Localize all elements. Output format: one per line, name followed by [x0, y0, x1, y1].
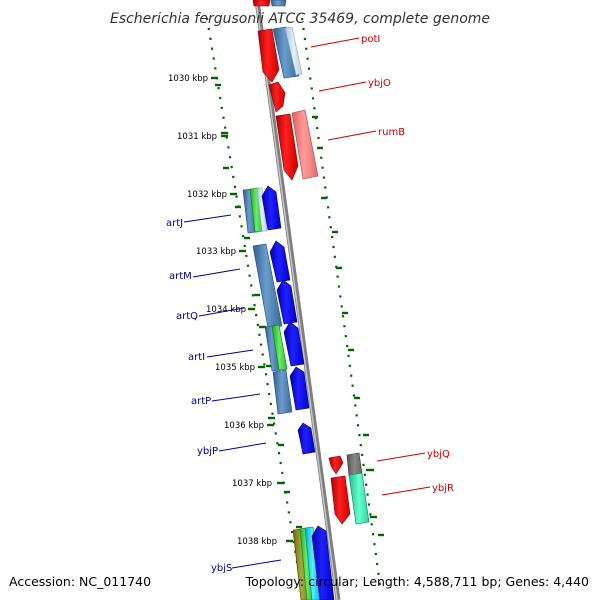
cds-potI[interactable]	[257, 28, 280, 83]
reverse-strand-features	[242, 185, 335, 600]
gene-label-rumB[interactable]: rumB	[378, 127, 405, 138]
cds-artP[interactable]	[289, 366, 310, 411]
ruler-label-1031: 1031 kbp	[177, 132, 217, 142]
gene-label-ybjO[interactable]: ybjO	[368, 78, 391, 89]
cds-ybjO[interactable]	[268, 81, 286, 113]
cds-ybjS-cyan	[304, 526, 321, 600]
gene-label-ybjR[interactable]: ybjR	[432, 483, 454, 494]
gene-label-artM[interactable]: artM	[169, 271, 192, 282]
cds-artI-green	[271, 324, 288, 371]
cds-artJ[interactable]	[261, 185, 282, 231]
gc-track-left	[205, 17, 304, 593]
cds-ybjS-green	[299, 527, 314, 600]
gene-label-artI[interactable]: artI	[188, 352, 205, 363]
genome-backbone-highlight	[255, 0, 338, 600]
cds-ybjQ[interactable]	[328, 455, 344, 475]
forward-strand-features	[252, 0, 370, 525]
reverse-label-leaders	[183, 214, 282, 569]
ruler-label-1035: 1035 kbp	[215, 363, 255, 373]
ruler-label-1030: 1030 kbp	[168, 74, 208, 84]
gene-label-ybjS[interactable]: ybjS	[211, 563, 232, 574]
ruler-label-1032: 1032 kbp	[187, 190, 227, 200]
forward-label-leaders	[310, 37, 431, 496]
ruler-label-1038: 1038 kbp	[237, 537, 277, 547]
gene-label-ybjQ[interactable]: ybjQ	[427, 449, 450, 460]
gene-label-artP[interactable]: artP	[191, 396, 211, 407]
cds-potI-pale	[284, 26, 303, 76]
ruler-ticks	[211, 76, 293, 543]
genome-backbone	[254, 0, 341, 600]
gene-label-ybjP[interactable]: ybjP	[197, 446, 218, 457]
gene-label-potI[interactable]: potI	[361, 34, 380, 45]
cds-ybjR[interactable]	[330, 475, 351, 525]
cds-potI-misc	[272, 26, 300, 79]
ruler-label-1033: 1033 kbp	[196, 247, 236, 257]
gc-skew-bars	[215, 83, 384, 537]
cds-artP-misc	[272, 369, 293, 415]
ruler-label-1036: 1036 kbp	[224, 421, 264, 431]
cds-artM-misc	[252, 243, 283, 329]
accession-text: Accession: NC_011740	[9, 574, 151, 589]
ruler-label-1034: 1034 kbp	[206, 305, 246, 315]
feature-block-top-red	[252, 0, 271, 7]
cds-artM[interactable]	[269, 240, 291, 283]
cds-artI[interactable]	[283, 321, 305, 367]
cds-rumB[interactable]	[291, 109, 319, 180]
cds-artJ-pale	[256, 187, 268, 232]
gene-label-artQ[interactable]: artQ	[176, 311, 198, 322]
cds-ybjP[interactable]	[297, 422, 316, 455]
gene-label-artJ[interactable]: artJ	[166, 218, 183, 229]
cds-artQ[interactable]	[276, 279, 298, 325]
map-title: Escherichia fergusonii ATCC 35469, compl…	[110, 11, 490, 27]
topology-text: Topology: circular; Length: 4,588,711 bp…	[245, 574, 589, 589]
feature-block-top-steel	[270, 0, 287, 7]
cds-ybjR-misc	[348, 472, 370, 525]
cds-ybjQ-misc	[346, 452, 363, 477]
cds-ybjS[interactable]	[311, 525, 335, 600]
ruler-label-1037: 1037 kbp	[232, 479, 272, 489]
cds-rumB-upstream[interactable]	[275, 113, 299, 181]
